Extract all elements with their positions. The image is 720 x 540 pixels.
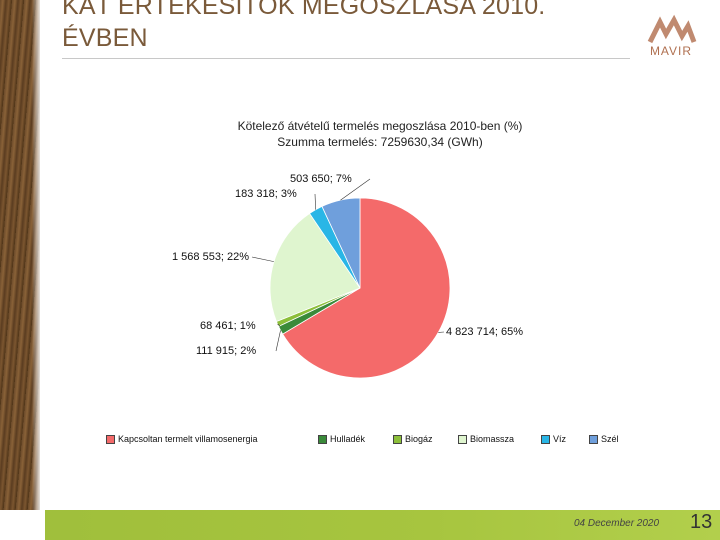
- chart-subtitle: Szumma termelés: 7259630,34 (GWh): [277, 135, 483, 149]
- data-label-4: 183 318; 3%: [235, 188, 297, 200]
- slide-title-line2: ÉVBEN: [62, 24, 148, 52]
- mavir-logo: MAVIR: [636, 14, 706, 64]
- legend-swatch-5: [589, 434, 598, 444]
- footer-bar: [0, 510, 720, 540]
- legend-label-0: Kapcsoltan termelt villamosenergia: [118, 434, 258, 444]
- data-label-3: 1 568 553; 22%: [172, 251, 250, 263]
- pie-slice-5: [321, 197, 361, 289]
- legend-item-0: Kapcsoltan termelt villamosenergia: [106, 434, 258, 444]
- legend-label-1: Hulladék: [330, 434, 366, 444]
- leader-line-3: [251, 256, 275, 262]
- slide-title: KÁT ÉRTÉKESÍTŐK MEGOSZLÁSA 2010. ÉVBEN: [62, 0, 622, 54]
- legend-item-1: Hulladék: [318, 434, 365, 444]
- legend-swatch-4: [541, 434, 550, 444]
- leader-line-1: [275, 330, 281, 352]
- legend-swatch-1: [318, 434, 327, 444]
- legend-item-4: Víz: [541, 434, 566, 444]
- legend-item-3: Biomassza: [458, 434, 514, 444]
- footer-date: 04 December 2020: [574, 518, 660, 529]
- legend-swatch-0: [106, 434, 115, 444]
- decorative-side-strip: [0, 0, 40, 540]
- slide-title-line1: KÁT ÉRTÉKESÍTŐK MEGOSZLÁSA 2010.: [62, 0, 546, 20]
- data-label-1: 111 915; 2%: [196, 345, 257, 357]
- chart-title-block: Kötelező átvételű termelés megoszlása 20…: [195, 118, 565, 150]
- footer-left-gap: [0, 510, 45, 540]
- data-label-0: 4 823 714; 65%: [446, 326, 524, 338]
- data-label-5: 503 650; 7%: [290, 173, 352, 185]
- chart-title: Kötelező átvételű termelés megoszlása 20…: [237, 119, 523, 133]
- legend-swatch-2: [393, 434, 402, 444]
- legend-label-3: Biomassza: [470, 434, 515, 444]
- data-label-2: 68 461; 1%: [200, 320, 256, 332]
- title-divider: [62, 58, 630, 59]
- leader-line-2: [277, 323, 281, 327]
- legend-item-5: Szél: [589, 434, 619, 444]
- legend-item-2: Biogáz: [393, 434, 433, 444]
- legend-swatch-3: [458, 434, 467, 444]
- mavir-logo-mark-icon: [647, 14, 697, 44]
- leader-line-4: [314, 193, 316, 210]
- page-number: 13: [690, 511, 713, 533]
- logo-text: MAVIR: [649, 44, 693, 58]
- pie-slice-0: [282, 197, 451, 379]
- leader-line-5: [340, 178, 371, 201]
- legend-label-2: Biogáz: [405, 434, 433, 444]
- legend-label-5: Szél: [601, 434, 619, 444]
- legend-label-4: Víz: [553, 434, 567, 444]
